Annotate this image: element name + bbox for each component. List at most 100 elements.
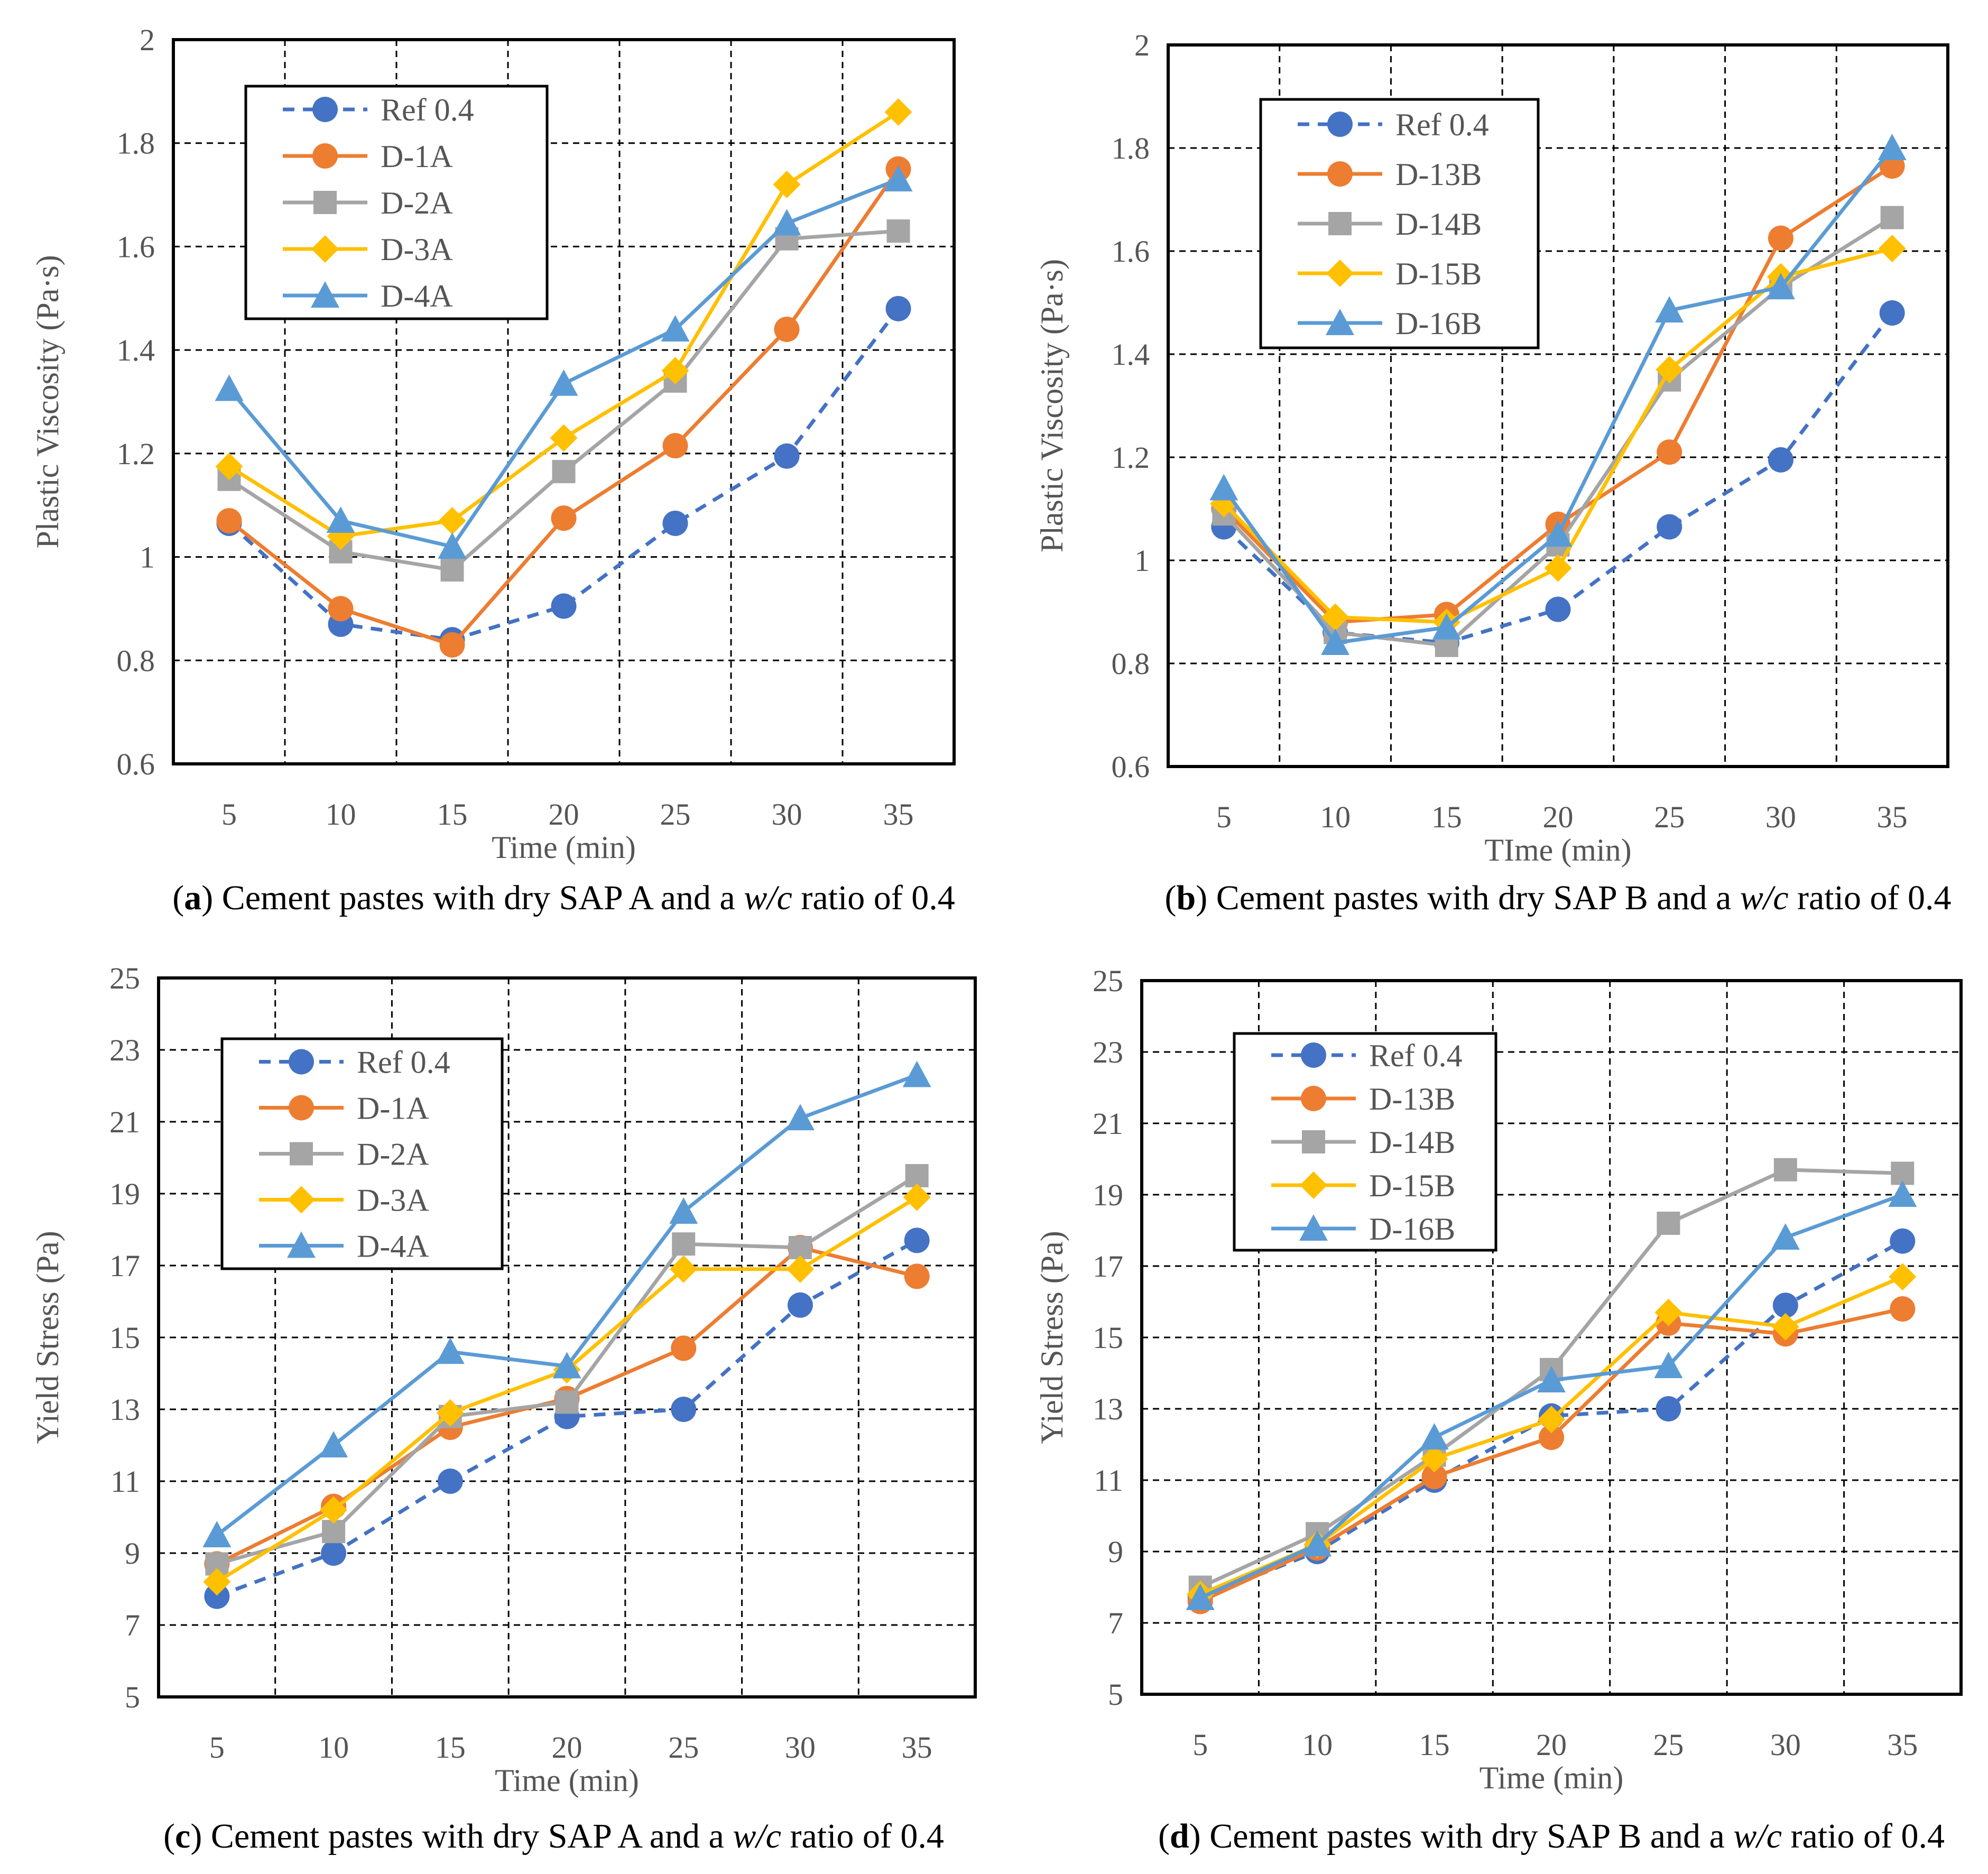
data-point (772, 209, 801, 236)
caption: (b) Cement pastes with dry SAP B and a w… (1165, 879, 1952, 917)
data-point (885, 296, 911, 321)
legend-marker (311, 235, 339, 263)
legend-label: D-2A (357, 1137, 429, 1172)
legend-marker (311, 281, 339, 308)
data-point (1543, 520, 1573, 547)
data-point (551, 593, 577, 619)
data-point (1657, 439, 1682, 465)
data-point (1186, 1583, 1215, 1610)
x-tick-label: 20 (1543, 800, 1574, 834)
y-axis-label: Yield Stress (Pa) (1034, 1231, 1069, 1444)
legend-label: Ref 0.4 (357, 1045, 450, 1080)
data-point (1421, 1464, 1447, 1490)
y-tick-label: 0.8 (117, 643, 155, 678)
x-axis-label: Time (min) (495, 1763, 639, 1798)
caption-ratio: w/c (1740, 879, 1789, 917)
y-tick-label: 1.8 (1112, 131, 1150, 165)
data-point (1880, 206, 1904, 229)
y-tick-label: 5 (1108, 1677, 1123, 1712)
data-point (1771, 1313, 1799, 1341)
data-point (662, 433, 688, 459)
caption-open: ( (1165, 879, 1177, 917)
caption: (d) Cement pastes with dry SAP B and a w… (1158, 1817, 1945, 1855)
caption-close: ) (1189, 1817, 1201, 1855)
legend-label: D-13B (1369, 1082, 1455, 1116)
data-point (438, 532, 467, 559)
data-point (1768, 225, 1793, 251)
x-tick-label: 30 (785, 1730, 816, 1765)
legend-label: Ref 0.4 (1369, 1038, 1463, 1073)
data-point (661, 357, 689, 385)
data-point (886, 219, 910, 243)
legend-label: D-16B (1395, 306, 1482, 341)
legend-label: D-4A (357, 1229, 429, 1264)
y-tick-label: 1.8 (117, 126, 155, 161)
data-point (884, 98, 912, 126)
data-point (326, 506, 355, 533)
caption-tail: ratio of 0.4 (1782, 1817, 1945, 1855)
data-point (319, 1431, 348, 1457)
data-point (1537, 1366, 1566, 1392)
data-point (1768, 447, 1793, 473)
data-point (1209, 474, 1238, 501)
x-tick-label: 5 (1216, 800, 1232, 834)
data-point (1771, 1223, 1800, 1250)
data-point (903, 1183, 931, 1211)
y-tick-label: 13 (1093, 1392, 1123, 1426)
legend: Ref 0.4 D-1A D-2A D-3A D-4A (220, 1037, 504, 1270)
data-point (1657, 514, 1682, 540)
y-tick-label: 1.4 (1112, 337, 1150, 372)
x-axis-label: TIme (min) (1484, 833, 1631, 867)
data-point (438, 507, 466, 535)
data-point (785, 1104, 815, 1131)
legend-marker (312, 143, 338, 169)
data-point (788, 1236, 812, 1259)
data-point (1654, 1352, 1683, 1378)
legend-marker (1301, 1042, 1326, 1068)
y-tick-label: 25 (109, 961, 140, 995)
chart-panel-c: 5 7 9 11 13 15 17 19 21 23 25 5 10 15 20 25 30 35 Time (mi… (30, 961, 977, 1855)
legend-label: D-3A (381, 232, 453, 267)
y-axis-label: Plastic Viscosity (Pa·s) (1034, 259, 1069, 552)
data-point (1773, 1158, 1797, 1181)
data-point (774, 443, 800, 469)
caption-open: ( (163, 1817, 175, 1855)
legend-marker (289, 1049, 314, 1075)
plot-border (157, 976, 977, 1698)
data-point (202, 1521, 232, 1547)
y-tick-label: 1.4 (117, 333, 155, 367)
caption-close: ) (201, 879, 213, 917)
x-tick-label: 10 (1302, 1728, 1333, 1762)
x-tick-label: 5 (209, 1730, 225, 1765)
data-point (550, 424, 578, 452)
data-point (1889, 1263, 1917, 1291)
legend-label: Ref 0.4 (1395, 107, 1489, 142)
y-tick-label: 21 (1093, 1106, 1123, 1141)
caption-close: ) (1196, 879, 1207, 917)
data-point (671, 1397, 697, 1422)
data-point (1321, 629, 1350, 655)
legend-marker (1328, 212, 1352, 235)
y-tick-label: 15 (109, 1321, 140, 1355)
data-point (787, 1292, 813, 1318)
data-point (1890, 1228, 1916, 1254)
data-point (215, 453, 243, 481)
y-tick-label: 0.6 (1112, 750, 1150, 784)
legend-label: D-13B (1395, 157, 1482, 192)
series-d-2a (217, 219, 910, 582)
y-tick-label: 2 (140, 23, 155, 57)
legend-marker (1327, 161, 1353, 187)
plot-border (1140, 979, 1963, 1696)
data-point (661, 315, 690, 341)
x-tick-label: 25 (660, 797, 691, 832)
legend: Ref 0.4 D-13B D-14B D-15B D-16B (1233, 1032, 1497, 1252)
data-point (774, 317, 800, 342)
data-point (1890, 1296, 1916, 1322)
y-tick-label: 23 (109, 1033, 140, 1067)
data-point (549, 369, 578, 396)
data-point (440, 558, 464, 582)
caption: (c) Cement pastes with dry SAP A and a w… (163, 1817, 944, 1855)
data-point (204, 1583, 230, 1609)
data-point (904, 1227, 930, 1253)
